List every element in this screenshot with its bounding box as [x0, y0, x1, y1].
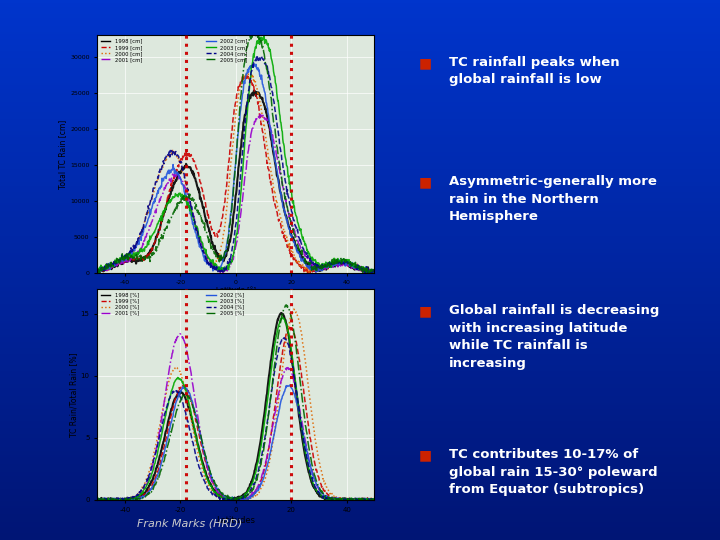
Text: Frank Marks (HRD): Frank Marks (HRD) — [137, 518, 242, 528]
X-axis label: Latitudes: Latitudes — [216, 516, 256, 525]
Legend: 2002 [cm], 2003 [cm], 2004 [cm], 2005 [cm]: 2002 [cm], 2003 [cm], 2004 [cm], 2005 [c… — [205, 38, 248, 63]
Text: TC rainfall peaks when
global rainfall is low: TC rainfall peaks when global rainfall i… — [449, 56, 619, 86]
Text: ■: ■ — [419, 175, 432, 189]
Text: Global rainfall is decreasing
with increasing latitude
while TC rainfall is
incr: Global rainfall is decreasing with incre… — [449, 305, 659, 370]
Y-axis label: Total TC Rain [cm]: Total TC Rain [cm] — [58, 119, 67, 188]
Text: Asymmetric-generally more
rain in the Northern
Hemisphere: Asymmetric-generally more rain in the No… — [449, 175, 657, 223]
Text: ■: ■ — [419, 448, 432, 462]
Text: TC contributes 10-17% of
global rain 15-30° poleward
from Equator (subtropics): TC contributes 10-17% of global rain 15-… — [449, 448, 657, 496]
Y-axis label: TC Rain/Total Rain [%]: TC Rain/Total Rain [%] — [69, 352, 78, 436]
Text: ■: ■ — [419, 305, 432, 319]
X-axis label: Latitude [°]: Latitude [°] — [216, 287, 256, 294]
Legend: 2002 [%], 2003 [%], 2004 [%], 2005 [%]: 2002 [%], 2003 [%], 2004 [%], 2005 [%] — [205, 292, 246, 317]
Text: ■: ■ — [419, 56, 432, 70]
